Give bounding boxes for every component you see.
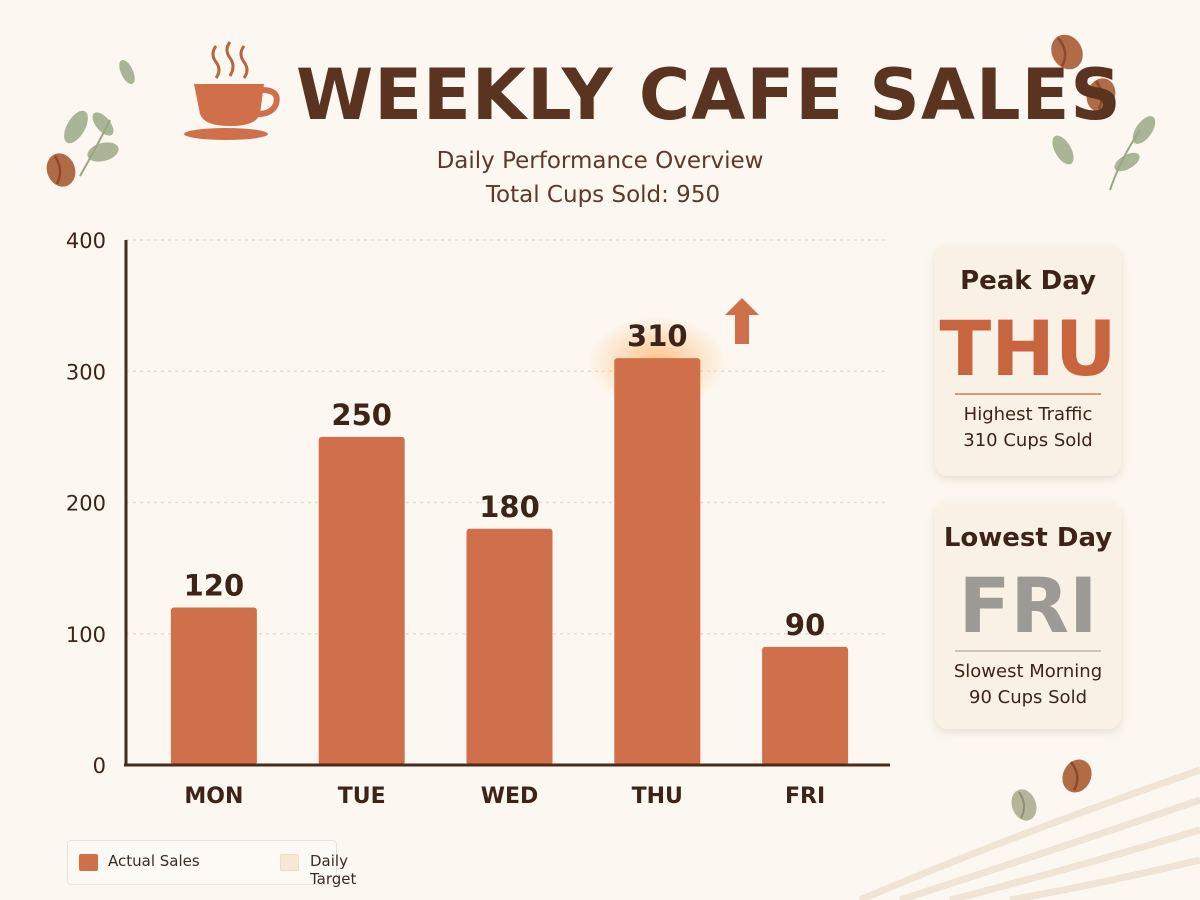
swirl-decoration: [858, 766, 1200, 900]
bar-mon: [170, 607, 257, 765]
data-label-thu: 310: [627, 319, 688, 353]
legend-swatch-target: [280, 854, 299, 871]
bar-thu: [614, 358, 701, 765]
legend-swatch-actual: [79, 854, 98, 871]
data-labels: 120 250 180 310 90: [184, 319, 826, 642]
lowest-day-description: Slowest Morning 90 Cups Sold: [935, 659, 1121, 711]
lowest-day-value: FRI: [958, 561, 1098, 650]
legend-label-actual: Actual Sales: [108, 852, 200, 870]
peak-day-heading: Peak Day: [960, 266, 1096, 296]
coffee-bean-icon: [1062, 759, 1092, 793]
lowest-day-card: Lowest Day FRI Slowest Morning 90 Cups S…: [935, 503, 1121, 729]
coffee-bean-icon: [46, 153, 76, 187]
lowest-day-line2: 90 Cups Sold: [969, 687, 1087, 708]
page-subtitle: Daily Performance Overview: [436, 148, 764, 174]
peak-day-value: THU: [939, 304, 1117, 393]
data-label-fri: 90: [785, 608, 825, 642]
up-arrow-icon: [725, 298, 759, 344]
y-tick-label: 0: [93, 754, 106, 778]
y-tick-label: 400: [66, 229, 106, 253]
peak-day-line1: Highest Traffic: [963, 404, 1093, 425]
y-tick-label: 100: [66, 623, 106, 647]
coffee-bean-icon: [1011, 789, 1037, 821]
peak-day-description: Highest Traffic 310 Cups Sold: [935, 402, 1121, 454]
peak-day-line2: 310 Cups Sold: [963, 430, 1093, 451]
coffee-cup-icon: [184, 41, 280, 140]
coffee-bean-icon: [1086, 78, 1116, 112]
bar-tue: [318, 436, 405, 765]
leaf-icon: [64, 59, 135, 177]
data-label-tue: 250: [331, 398, 392, 432]
x-tick-label-fri: FRI: [785, 784, 825, 809]
lowest-day-line1: Slowest Morning: [953, 661, 1103, 682]
lowest-day-heading: Lowest Day: [943, 523, 1113, 553]
x-axis-labels: MON TUE WED THU FRI: [184, 784, 825, 809]
x-tick-label-thu: THU: [632, 784, 683, 809]
data-label-wed: 180: [479, 490, 540, 524]
bar-fri: [762, 646, 849, 765]
y-tick-label: 200: [66, 492, 106, 516]
peak-day-card: Peak Day THU Highest Traffic 310 Cups So…: [935, 246, 1121, 476]
x-tick-label-mon: MON: [184, 784, 243, 809]
leaf-icon: [1052, 116, 1156, 191]
x-tick-label-tue: TUE: [338, 784, 386, 809]
data-label-mon: 120: [184, 569, 245, 603]
divider: [955, 393, 1101, 395]
y-tick-label: 300: [66, 360, 106, 384]
chart-legend: Actual Sales Daily Target: [67, 840, 356, 888]
bars: [170, 358, 849, 765]
total-cups-line: Total Cups Sold: 950: [485, 182, 721, 208]
divider: [955, 650, 1101, 652]
coffee-bean-icon: [1051, 34, 1083, 70]
x-tick-label-wed: WED: [481, 784, 539, 809]
y-axis-ticks: 0 100 200 300 400: [66, 229, 106, 778]
header: WEEKLY CAFE SALES Daily Performance Over…: [0, 0, 1200, 220]
bar-wed: [466, 528, 553, 765]
legend-label-target: Daily Target: [310, 852, 357, 888]
page-title: WEEKLY CAFE SALES: [296, 54, 1122, 136]
